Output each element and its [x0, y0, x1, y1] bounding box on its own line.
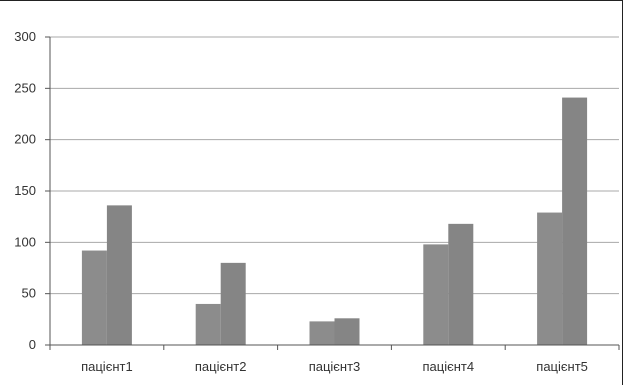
y-tick-label-0: 0: [29, 337, 36, 352]
y-tick-label-150: 150: [14, 183, 36, 198]
bar-пацієнт5-series2: [562, 97, 588, 345]
axes: [49, 37, 620, 350]
bar-пацієнт2-series2: [220, 262, 246, 345]
y-tick-label-200: 200: [14, 132, 36, 147]
x-tick-label-пацієнт4: пацієнт4: [422, 359, 474, 374]
gridlines: [50, 36, 619, 295]
bar-пацієнт5-series1: [537, 212, 563, 345]
y-tick-label-300: 300: [14, 29, 36, 44]
x-tick-label-пацієнт5: пацієнт5: [536, 359, 588, 374]
bar-пацієнт3-series1: [309, 321, 335, 345]
bars: [81, 97, 588, 345]
bar-пацієнт1-series2: [106, 205, 132, 345]
y-tick-labels: 0 50 100 150 200 250 300: [14, 29, 50, 352]
bar-пацієнт4-series1: [423, 244, 449, 345]
bar-пацієнт1-series1: [81, 250, 107, 345]
y-tick-label-250: 250: [14, 80, 36, 95]
bar-пацієнт3-series2: [334, 318, 360, 345]
y-tick-label-50: 50: [22, 286, 36, 301]
bar-пацієнт2-series1: [195, 303, 221, 345]
y-tick-label-100: 100: [14, 234, 36, 249]
x-tick-labels: пацієнт1 пацієнт2 пацієнт3 пацієнт4 пацієнт5: [81, 359, 588, 374]
x-tick-label-пацієнт2: пацієнт2: [195, 359, 247, 374]
x-tick-label-пацієнт1: пацієнт1: [81, 359, 133, 374]
bar-пацієнт4-series2: [448, 223, 474, 345]
x-tick-label-пацієнт3: пацієнт3: [309, 359, 361, 374]
